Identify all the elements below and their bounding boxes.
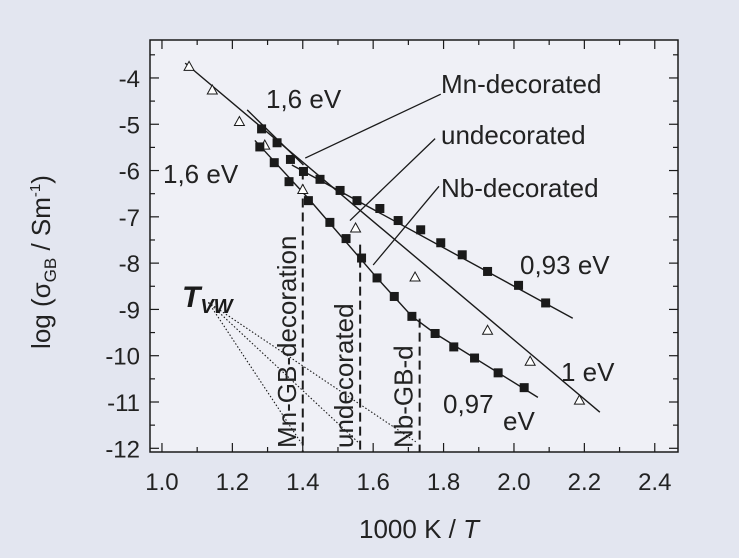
data-point-mn-decorated <box>436 238 446 248</box>
y-tick-label: -5 <box>119 112 140 139</box>
y-tick-label: -9 <box>119 297 140 324</box>
x-tick-label: 2.2 <box>568 469 601 496</box>
vw-temperature-label: Mn-GB-decoration <box>272 236 302 448</box>
data-point-mn-decorated <box>416 225 426 235</box>
activation-energy-label-nb-high: 1,6 eV <box>163 159 239 189</box>
data-point-nb-decorated <box>389 291 399 301</box>
data-point-nb-decorated <box>493 368 503 378</box>
activation-energy-unit-nb-low: eV <box>503 406 535 436</box>
x-tick-labels: 1.0 1.2 1.4 1.6 1.8 2.0 2.2 2.4 <box>145 469 671 496</box>
data-point-mn-decorated <box>352 196 362 206</box>
data-point-mn-decorated <box>514 280 524 290</box>
data-point-mn-decorated <box>457 250 467 260</box>
data-point-nb-decorated <box>430 328 440 338</box>
data-point-nb-decorated <box>284 177 294 187</box>
data-point-undecorated <box>206 83 219 95</box>
data-point-nb-decorated <box>372 273 382 283</box>
data-point-nb-decorated <box>341 234 351 244</box>
leader-line <box>349 138 436 222</box>
plot-area <box>149 39 679 453</box>
fit-line <box>184 62 601 413</box>
data-point-mn-decorated <box>541 298 551 308</box>
y-tick-labels: -4 -5 -6 -7 -8 -9 -10 -11 -12 <box>105 66 140 463</box>
data-point-nb-decorated <box>269 158 279 168</box>
leader-line <box>304 93 442 159</box>
data-point-mn-decorated <box>483 266 493 276</box>
y-axis-label: log (σGB / Sm-1) <box>26 175 60 349</box>
legend-label-mn-decorated: Mn-decorated <box>441 69 601 99</box>
x-tick-label: 1.6 <box>356 469 389 496</box>
x-tick-label: 1.2 <box>216 469 249 496</box>
x-tick-label: 1.0 <box>145 469 178 496</box>
data-point-mn-decorated <box>315 174 325 184</box>
data-point-mn-decorated <box>298 166 308 176</box>
data-point-undecorated <box>349 221 362 233</box>
x-axis-label: 1000 K / T <box>359 514 481 544</box>
axis-ticks <box>150 40 678 452</box>
y-tick-label: -11 <box>107 390 140 417</box>
data-points <box>183 60 586 405</box>
data-point-nb-decorated <box>325 217 335 227</box>
data-point-nb-decorated <box>303 196 313 206</box>
x-tick-label: 2.0 <box>497 469 530 496</box>
x-tick-label: 1.4 <box>286 469 319 496</box>
leader-line <box>372 185 440 266</box>
activation-energy-label-mn-high: 1,6 eV <box>266 84 342 114</box>
vw-temperature-labels: Mn-GB-decoration undecorated Nb-GB-d <box>272 236 419 448</box>
data-point-nb-decorated <box>407 311 417 321</box>
y-tick-label: -4 <box>119 66 140 93</box>
data-point-undecorated <box>573 394 586 405</box>
tvw-label: TVW <box>182 281 235 318</box>
tvw-pointer-line <box>207 302 302 444</box>
activation-energy-label-mn-low: 0,93 eV <box>520 250 610 280</box>
data-point-mn-decorated <box>257 124 267 134</box>
data-point-nb-decorated <box>449 342 459 352</box>
data-point-mn-decorated <box>285 154 295 164</box>
activation-energy-label-undecorated: 1 eV <box>561 357 615 387</box>
data-point-undecorated <box>233 115 246 126</box>
data-point-undecorated <box>409 270 421 282</box>
data-point-undecorated <box>524 355 537 366</box>
y-tick-label: -8 <box>119 251 140 278</box>
legend-label-nb-decorated: Nb-decorated <box>441 173 599 203</box>
data-point-mn-decorated <box>393 216 403 226</box>
tvw-pointer-line <box>208 302 360 444</box>
data-point-undecorated <box>296 183 309 195</box>
activation-energy-label-nb-low: 0,97 <box>443 389 494 419</box>
x-tick-label: 2.4 <box>638 469 671 496</box>
y-tick-label: -12 <box>105 436 140 463</box>
x-tick-label: 1.8 <box>427 469 460 496</box>
data-point-nb-decorated <box>357 253 367 263</box>
y-tick-label: -7 <box>119 205 140 232</box>
data-point-nb-decorated <box>470 353 480 363</box>
vw-temperature-label: undecorated <box>329 303 359 448</box>
guide-lines <box>207 93 442 452</box>
vw-temperature-label: Nb-GB-d <box>389 345 419 448</box>
y-tick-label: -10 <box>105 344 140 371</box>
legend-label-undecorated: undecorated <box>441 120 586 150</box>
data-point-nb-decorated <box>519 383 529 393</box>
data-point-undecorated <box>183 60 195 71</box>
data-point-mn-decorated <box>375 204 385 214</box>
data-point-mn-decorated <box>335 185 345 195</box>
y-tick-label: -6 <box>119 159 140 186</box>
data-point-undecorated <box>481 324 494 335</box>
data-point-mn-decorated <box>272 138 282 148</box>
data-point-nb-decorated <box>255 142 265 152</box>
